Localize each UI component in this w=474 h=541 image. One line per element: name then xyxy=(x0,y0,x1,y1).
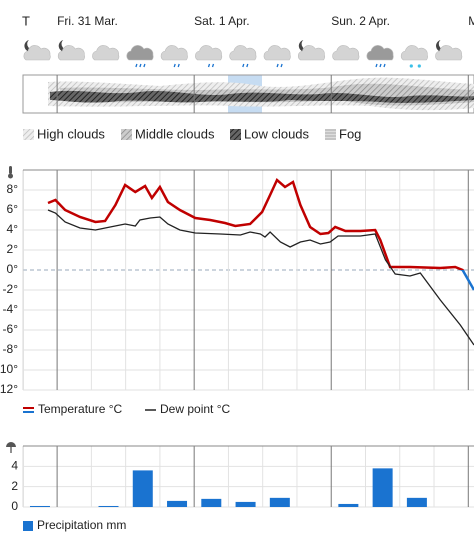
legend-swatch xyxy=(121,129,132,140)
y-tick-label: 8° xyxy=(7,182,19,196)
moon xyxy=(24,40,36,52)
day-label: Sat. 1 Apr. xyxy=(194,14,249,28)
y-tick-label: 0 xyxy=(11,499,18,513)
legend-label: Dew point °C xyxy=(160,402,230,416)
cloud xyxy=(92,45,120,61)
rain-drop xyxy=(143,63,146,68)
snow-flake xyxy=(417,64,421,68)
rain-drop xyxy=(375,63,378,68)
y-tick-label: 2 xyxy=(11,479,18,493)
cloud xyxy=(435,45,463,61)
legend-swatch xyxy=(230,129,241,140)
cloud xyxy=(366,45,394,61)
weather-icons xyxy=(23,40,463,68)
bar xyxy=(29,505,50,507)
legend-label: Fog xyxy=(339,126,361,141)
legend-label: Precipitation mm xyxy=(37,518,126,532)
low-clouds xyxy=(50,90,474,103)
temperature-chart: -12° -10° -8° -6° -4° -2° 0° 2° 4° 6° 8° Fri. 31 Ma… xyxy=(0,14,474,416)
y-tick-label: 0° xyxy=(7,262,19,276)
cloud xyxy=(229,45,257,61)
legend-label: Middle clouds xyxy=(135,126,215,141)
cloud xyxy=(263,45,291,61)
rain-drop xyxy=(242,63,245,68)
y-tick-label: -12° xyxy=(0,382,18,396)
series-line xyxy=(47,177,474,291)
cloud-band xyxy=(22,74,474,114)
y-tick-label: 2° xyxy=(7,242,19,256)
rain-drop xyxy=(280,63,283,68)
legend-swatch xyxy=(23,521,33,531)
rain-drop xyxy=(173,63,176,68)
rain-drop xyxy=(207,63,211,68)
cloud xyxy=(160,45,188,61)
rain-drop xyxy=(139,63,142,68)
cloud-legend: High clouds Middle clouds Low clouds Fog xyxy=(23,126,361,141)
snow-flake xyxy=(409,64,413,68)
legend-label: High clouds xyxy=(37,126,105,141)
y-tick-label: -2° xyxy=(3,282,19,296)
legend-swatch xyxy=(325,129,336,140)
thermo-icon xyxy=(8,166,13,179)
moon xyxy=(298,40,311,52)
cloud xyxy=(400,45,428,61)
day-label: Fri. 31 Mar. xyxy=(57,14,118,28)
y-tick-label: -8° xyxy=(3,342,19,356)
bar xyxy=(269,497,290,507)
moon xyxy=(58,40,71,52)
bar xyxy=(235,501,256,507)
moon xyxy=(436,40,448,52)
day-label: Sun. 2 Apr. xyxy=(331,14,390,28)
legend-label: Temperature °C xyxy=(38,402,122,416)
bar xyxy=(98,505,119,507)
legend-swatch xyxy=(23,129,34,140)
y-tick-label: -6° xyxy=(3,322,19,336)
rain-drop xyxy=(379,63,382,68)
day-label: T xyxy=(22,13,30,28)
cloud xyxy=(126,45,154,61)
cloud xyxy=(297,45,325,61)
rain-drop xyxy=(135,63,138,68)
y-tick-label: -10° xyxy=(0,362,18,376)
bar xyxy=(201,498,222,507)
rain-drop xyxy=(211,63,215,68)
cloud xyxy=(195,45,223,61)
bar xyxy=(167,500,188,507)
rain-drop xyxy=(383,63,386,68)
cloud xyxy=(57,45,85,61)
day-label: M xyxy=(468,14,474,28)
cloud xyxy=(23,45,51,61)
series-line xyxy=(47,209,474,346)
y-tick-label: 4° xyxy=(7,222,19,236)
y-tick-label: 4 xyxy=(11,459,18,473)
bar xyxy=(406,497,427,507)
precipitation-chart: 0 2 4 Precipitation mm xyxy=(11,445,474,532)
y-tick-label: -4° xyxy=(3,302,19,316)
rain-drop xyxy=(246,63,249,68)
rain-drop xyxy=(177,63,180,68)
umbrella-icon xyxy=(6,442,16,453)
y-tick-label: 6° xyxy=(7,202,19,216)
bar xyxy=(372,468,393,507)
bar xyxy=(338,503,359,507)
cloud xyxy=(332,45,360,61)
rain-drop xyxy=(276,63,279,68)
legend-label: Low clouds xyxy=(244,126,310,141)
cloud-frame xyxy=(22,74,474,114)
bar xyxy=(132,470,153,507)
